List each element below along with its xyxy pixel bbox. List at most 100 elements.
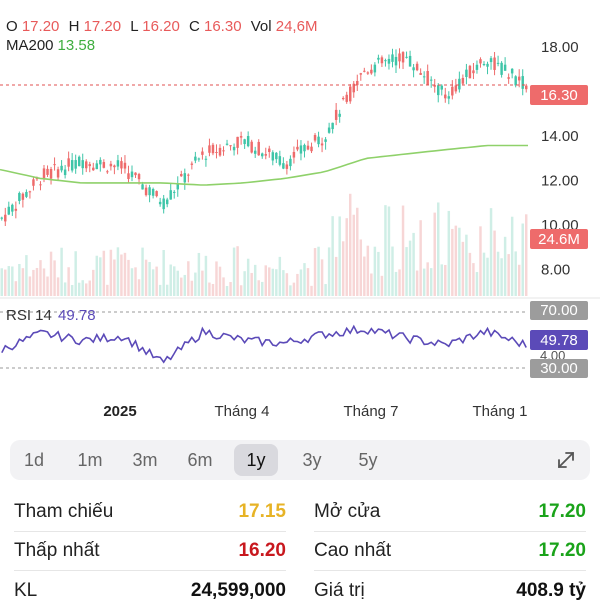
range-tab-1y[interactable]: 1y [234,444,278,476]
volume-bar [173,266,176,296]
volume-bar [99,257,102,296]
volume-bar [120,254,123,296]
close-value: 16.30 [204,18,242,35]
volume-bar [155,266,158,296]
candle-body [236,136,239,148]
volume-bar [239,285,243,296]
candle-body [489,58,493,63]
volume-bar [433,212,436,296]
candle-body [113,165,116,168]
stat-reference-label: Tham chiếu [14,501,114,522]
ma-readout: MA200 13.58 [6,37,95,54]
stat-volume-value: 24,599,000 [190,580,286,601]
candle-body [451,86,454,96]
volume-bar [190,280,194,296]
candle-body [278,156,282,165]
volume-bar [479,226,482,296]
volume-bar [285,273,289,296]
volume-bar [60,247,63,296]
volume-bar [320,259,324,296]
volume-bar [408,240,412,296]
candle-body [296,146,299,150]
candle-body [77,156,81,167]
volume-bar [232,247,236,296]
volume-bar [278,256,282,296]
volume-bar [14,281,18,296]
volume-bar [327,247,331,296]
candle-body [190,163,194,165]
divider [14,531,286,532]
volume-bar [35,267,39,296]
candle-body [183,173,187,183]
range-tab-3m[interactable]: 3m [132,450,158,470]
rsi-lower-tag-text: 30.00 [540,360,578,377]
volume-bar [331,216,334,296]
candle-body [92,167,95,171]
candle-body [56,169,60,178]
volume-bar [183,274,187,296]
volume-bar [334,256,338,296]
candle-body [317,136,320,145]
volume-bar [310,285,313,296]
expand-arrows-icon[interactable] [554,448,578,472]
ma-key: MA200 [6,37,54,54]
stat-open-label: Mở cửa [314,501,381,522]
candle-body [306,145,310,150]
candle-body [320,143,324,146]
candle-body [408,55,412,67]
volume-bar [253,264,257,296]
candle-body [324,139,327,142]
volume-bar [151,269,155,296]
volume-bar [116,247,120,296]
candle-body [271,152,275,161]
ma200-line [0,144,528,186]
ma-value: 13.58 [57,37,96,54]
candle-body [440,85,443,90]
candle-body [70,160,74,171]
candle-body [352,83,355,93]
volume-bar [370,273,373,296]
volume-bar [271,268,275,296]
candle-body [204,158,208,160]
volume-bar [363,256,366,296]
close-key: C [188,18,200,35]
candle-body [257,141,260,156]
candle-body [176,183,179,190]
candle-body [359,73,363,75]
candle-body [289,158,292,167]
volume-bar [468,252,472,296]
high-value: 17.20 [83,18,122,35]
volume-tag-text: 24.6M [538,231,580,248]
y-tick-label: 18.00 [541,39,579,56]
candle-body [173,191,176,193]
candle-body [39,184,42,186]
candle-body [331,122,334,130]
range-tab-6m[interactable]: 6m [187,450,213,470]
range-tab-1m[interactable]: 1m [77,450,103,470]
candle-body [88,164,91,167]
candle-body [151,188,155,196]
volume-bar [130,268,134,296]
range-tab-5y[interactable]: 5y [358,450,378,470]
volume-bar [243,271,246,296]
current-price-tag-text: 16.30 [540,87,578,104]
volume-bar [341,241,345,296]
ohlc-readout: O 17.20 H 17.20 L 16.20 C 16.30 Vol 24,6… [6,18,322,35]
range-tab-1d[interactable]: 1d [23,450,45,470]
volume-bar [384,205,387,296]
candle-body [148,187,151,196]
candle-body [415,63,419,71]
volume-bar [42,268,46,296]
volume-bar [303,263,306,296]
candle-body [85,161,88,169]
candle-body [180,173,183,177]
rsi-upper-tag [530,301,588,320]
candle-body [130,171,134,178]
candle-body [472,70,475,74]
range-tab-3y[interactable]: 3y [302,450,322,470]
candle-body [419,72,422,75]
candle-body [380,57,384,64]
low-key: L [130,18,139,35]
volume-bar [113,259,116,296]
